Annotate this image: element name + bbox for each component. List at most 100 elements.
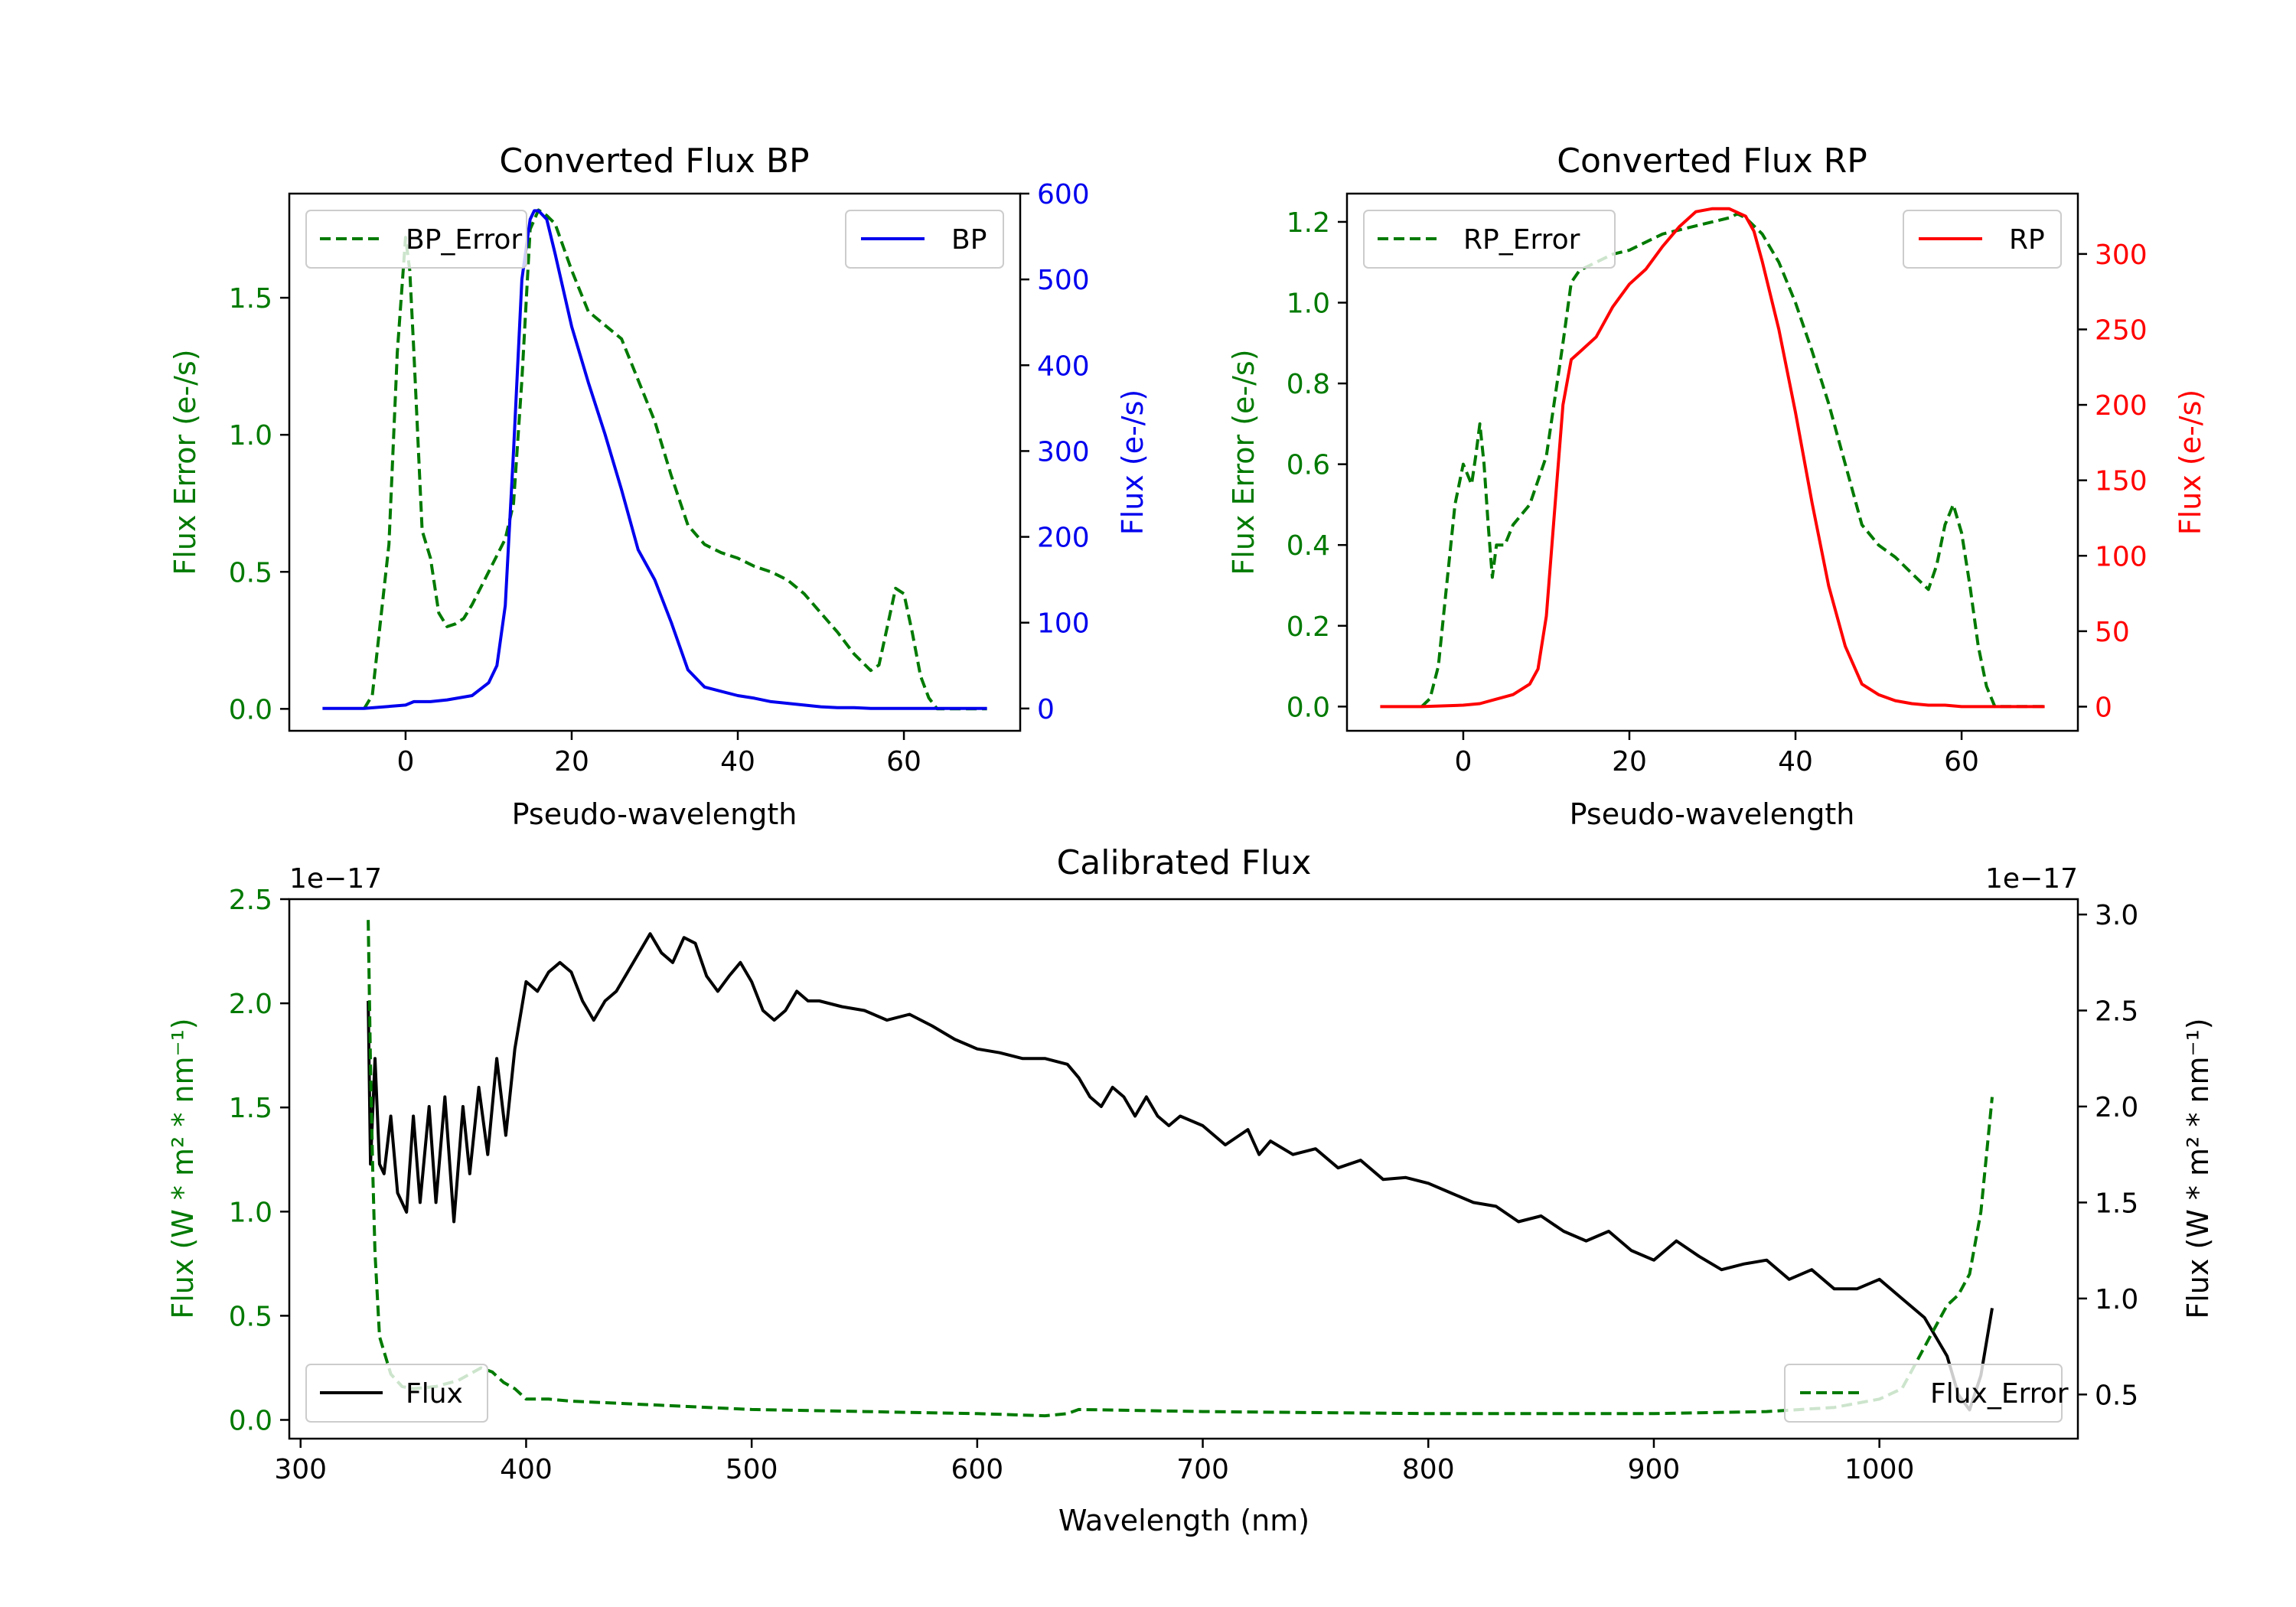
bp-title: Converted Flux BP	[499, 142, 809, 181]
bp-y-right-label: Flux (e-/s)	[1116, 390, 1150, 535]
bp-series-bp-error	[362, 208, 987, 711]
rp-y-left-tick-label: 0.8	[1287, 369, 1330, 400]
cal-x-tick-label: 800	[1402, 1454, 1455, 1485]
bp-x-tick-label: 40	[720, 746, 755, 777]
bp-y-right-tick-label: 200	[1037, 523, 1090, 554]
bp-legend-left: BP_Error	[305, 210, 527, 269]
rp-legend-left: RP_Error	[1363, 210, 1616, 269]
rp-y-right-ticks: 0 50 100 150 200 250 300	[2078, 240, 2148, 723]
rp-y-right-tick-label: 0	[2095, 692, 2112, 723]
cal-y-right-ticks: 0.5 1.0 1.5 2.0 2.5 3.0	[2078, 900, 2138, 1411]
cal-y-right-label: Flux (W * m² * nm⁻¹)	[2181, 1018, 2215, 1319]
cal-y-left-tick-label: 0.5	[229, 1301, 272, 1332]
rp-y-left-label: Flux Error (e-/s)	[1227, 349, 1261, 575]
cal-x-tick-label: 900	[1628, 1454, 1681, 1485]
cal-y-right-tick-label: 1.0	[2095, 1284, 2138, 1315]
bp-series-bp	[322, 209, 987, 710]
rp-y-left-tick-label: 0.4	[1287, 530, 1330, 562]
cal-offset-right: 1e−17	[1985, 863, 2078, 895]
bp-x-label: Pseudo-wavelength	[512, 797, 797, 831]
bp-y-left-tick-label: 0.0	[229, 694, 272, 725]
bp-x-ticks: 0 20 40 60	[396, 731, 921, 777]
bp-panel: Converted Flux BP 0 20 40 60 0.0 0.5 1.0 1.5 0…	[168, 142, 1150, 831]
cal-legend-left: Flux	[305, 1364, 488, 1423]
rp-legend-right-label: RP	[2009, 224, 2045, 256]
bp-y-left-ticks: 0.0 0.5 1.0 1.5	[229, 283, 289, 725]
cal-y-right-tick-label: 1.5	[2095, 1188, 2138, 1219]
bp-x-tick-label: 60	[886, 746, 921, 777]
cal-x-tick-label: 700	[1176, 1454, 1229, 1485]
cal-y-left-ticks: 0.0 0.5 1.0 1.5 2.0 2.5	[229, 885, 289, 1437]
bp-y-right-tick-label: 0	[1037, 694, 1055, 725]
cal-x-tick-label: 400	[500, 1454, 553, 1485]
rp-x-tick-label: 0	[1454, 746, 1472, 777]
bp-y-right-tick-label: 500	[1037, 265, 1090, 296]
rp-y-right-tick-label: 250	[2095, 315, 2148, 346]
bp-y-left-tick-label: 1.5	[229, 283, 272, 315]
cal-y-left-tick-label: 2.5	[229, 885, 272, 916]
cal-y-left-tick-label: 0.0	[229, 1406, 272, 1437]
bp-y-left-tick-label: 0.5	[229, 557, 272, 588]
cal-y-left-tick-label: 1.0	[229, 1197, 272, 1228]
rp-x-tick-label: 60	[1944, 746, 1979, 777]
cal-y-left-label: Flux (W * m² * nm⁻¹)	[166, 1018, 200, 1319]
rp-panel: Converted Flux RP 0 20 40 60 0.0 0.2 0.4 0.6 0.…	[1227, 142, 2207, 831]
bp-legend-left-label: BP_Error	[406, 224, 522, 256]
cal-legend-right-label: Flux_Error	[1930, 1378, 2069, 1410]
rp-series-rp-error	[1420, 212, 2045, 709]
rp-series-rp	[1380, 207, 2045, 709]
rp-legend-right: RP	[1903, 210, 2062, 269]
rp-plot-frame	[1345, 192, 2079, 732]
rp-x-ticks: 0 20 40 60	[1454, 731, 1979, 777]
rp-legend-left-frame	[1363, 210, 1616, 269]
rp-y-left-tick-label: 0.6	[1287, 450, 1330, 481]
rp-x-label: Pseudo-wavelength	[1570, 797, 1855, 831]
rp-y-left-ticks: 0.0 0.2 0.4 0.6 0.8 1.0 1.2	[1287, 207, 1347, 723]
cal-legend-right: Flux_Error	[1784, 1364, 2069, 1423]
rp-legend-left-label: RP_Error	[1463, 224, 1580, 256]
rp-series	[1380, 207, 2045, 709]
bp-series	[322, 208, 987, 711]
rp-y-right-tick-label: 50	[2095, 617, 2130, 648]
rp-y-right-tick-label: 200	[2095, 390, 2148, 422]
bp-y-right-tick-label: 300	[1037, 436, 1090, 468]
rp-x-tick-label: 40	[1778, 746, 1813, 777]
cal-plot-frame	[288, 898, 2079, 1440]
bp-legend-right: BP	[845, 210, 1004, 269]
cal-y-right-tick-label: 2.0	[2095, 1092, 2138, 1123]
cal-x-tick-label: 500	[726, 1454, 778, 1485]
bp-x-tick-label: 20	[554, 746, 589, 777]
bp-y-left-label: Flux Error (e-/s)	[168, 349, 202, 575]
rp-y-left-tick-label: 0.2	[1287, 611, 1330, 643]
rp-y-right-tick-label: 150	[2095, 466, 2148, 497]
cal-y-left-tick-label: 2.0	[229, 989, 272, 1020]
bp-y-right-tick-label: 400	[1037, 350, 1090, 382]
cal-x-ticks: 300 400 500 600 700 800 900 1000	[274, 1439, 1914, 1485]
bp-x-tick-label: 0	[396, 746, 414, 777]
rp-y-left-tick-label: 0.0	[1287, 692, 1330, 723]
cal-y-left-tick-label: 1.5	[229, 1093, 272, 1124]
rp-y-right-tick-label: 300	[2095, 240, 2148, 271]
cal-series	[367, 920, 1994, 1418]
bp-legend-right-label: BP	[951, 224, 987, 256]
rp-y-right-label: Flux (e-/s)	[2174, 390, 2207, 535]
cal-series-flux	[367, 932, 1994, 1412]
rp-y-left-tick-label: 1.0	[1287, 288, 1330, 320]
cal-x-tick-label: 1000	[1844, 1454, 1915, 1485]
rp-title: Converted Flux RP	[1557, 142, 1867, 181]
cal-x-tick-label: 300	[274, 1454, 327, 1485]
cal-title: Calibrated Flux	[1057, 843, 1312, 882]
cal-x-label: Wavelength (nm)	[1058, 1504, 1309, 1537]
cal-y-right-tick-label: 2.5	[2095, 996, 2138, 1028]
calibrated-panel: Calibrated Flux 1e−17 1e−17 300 400 500 600…	[166, 843, 2215, 1537]
cal-series-flux-error	[367, 920, 1994, 1418]
cal-legend-right-frame	[1784, 1364, 2063, 1423]
rp-x-tick-label: 20	[1612, 746, 1647, 777]
cal-legend-left-label: Flux	[406, 1378, 463, 1410]
cal-y-right-tick-label: 0.5	[2095, 1380, 2138, 1411]
cal-y-right-tick-label: 3.0	[2095, 900, 2138, 931]
bp-y-right-tick-label: 100	[1037, 608, 1090, 640]
bp-legend-left-frame	[305, 210, 527, 269]
bp-plot-frame	[288, 192, 1022, 732]
